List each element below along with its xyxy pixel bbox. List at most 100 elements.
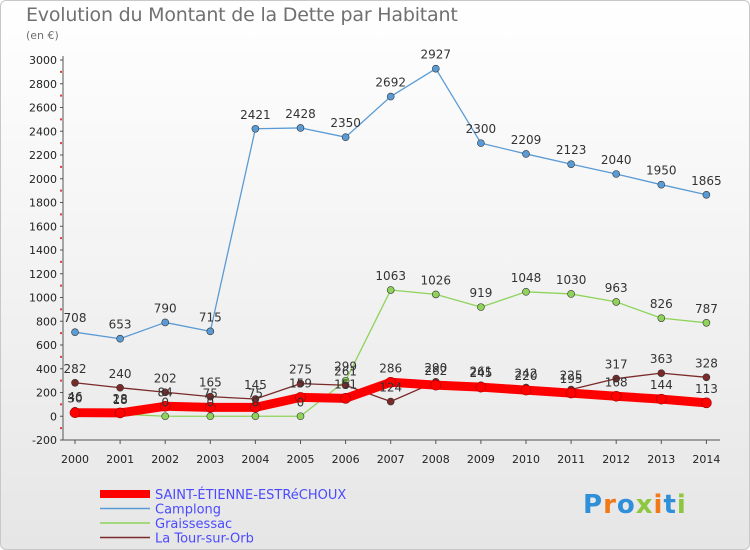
data-point [702, 373, 711, 382]
data-point [295, 392, 306, 403]
data-point [116, 334, 124, 343]
x-tick-label: 2001 [106, 453, 134, 466]
y-minor-tick [60, 70, 62, 73]
data-label: 317 [605, 358, 628, 372]
legend-label-1: Camplong [155, 503, 221, 518]
data-point [522, 287, 530, 296]
y-tick-label: 1600 [29, 220, 57, 233]
logo-letter: i [676, 490, 687, 520]
y-tick-label: 2400 [29, 125, 57, 138]
data-point [567, 160, 575, 168]
data-label: 202 [154, 371, 177, 385]
data-label: 1030 [556, 273, 587, 287]
data-label: 220 [515, 369, 538, 383]
logo-letter: x [635, 490, 654, 520]
data-point [475, 381, 487, 393]
data-point [296, 124, 305, 132]
series-line-1 [74, 68, 708, 340]
logo-letter: o [616, 490, 636, 520]
data-label: 826 [650, 297, 673, 311]
y-tick-label: 800 [36, 315, 57, 328]
data-point [657, 369, 666, 377]
data-label: 159 [289, 376, 312, 390]
data-label: 168 [605, 375, 628, 389]
data-label: 0 [206, 395, 214, 409]
data-point [612, 170, 621, 178]
unit-label: (en €) [26, 29, 59, 42]
data-label: 144 [650, 378, 673, 392]
data-point [610, 390, 622, 402]
y-minor-tick [60, 284, 62, 287]
data-point [296, 379, 305, 388]
y-minor-tick [60, 213, 62, 216]
data-point [341, 133, 350, 141]
y-tick-label: 1800 [29, 197, 57, 210]
y-minor-tick [60, 260, 62, 263]
data-point [71, 378, 79, 387]
logo-letter: P [583, 490, 604, 520]
x-tick-label: 2011 [557, 453, 585, 466]
y-tick-label: 400 [36, 363, 57, 376]
x-tick-label: 2009 [467, 453, 495, 466]
data-label: 1048 [511, 271, 542, 285]
data-label: 151 [334, 377, 357, 391]
data-point [159, 400, 171, 412]
y-tick-label: 2600 [29, 102, 57, 115]
legend-label-2: Graissessac [155, 517, 232, 532]
data-point [161, 388, 169, 397]
x-tick-label: 2013 [647, 453, 675, 466]
x-tick-label: 2010 [512, 453, 540, 466]
data-label: 195 [560, 372, 583, 386]
data-point [206, 327, 215, 336]
y-minor-tick [60, 165, 62, 168]
y-tick-label: 1000 [29, 292, 57, 305]
data-label: 787 [695, 302, 718, 316]
data-label: 363 [650, 352, 673, 366]
data-point [612, 298, 621, 306]
data-label: 0 [161, 395, 169, 409]
data-label: 240 [109, 367, 132, 381]
data-label: 2123 [556, 143, 587, 157]
data-label: 299 [334, 360, 357, 374]
x-tick-label: 2002 [151, 453, 179, 466]
data-label: 290 [424, 361, 447, 375]
proxiti-logo: Proxiti [583, 490, 687, 520]
y-minor-tick [60, 403, 62, 406]
data-point [386, 286, 395, 294]
x-tick-label: 2012 [602, 453, 630, 466]
data-point [386, 397, 395, 406]
data-point [520, 384, 532, 396]
data-label: 963 [605, 281, 628, 295]
y-minor-tick [60, 355, 62, 358]
data-label: 145 [244, 378, 267, 392]
y-tick-label: 3000 [29, 54, 57, 67]
data-label: 113 [695, 382, 718, 396]
data-point [386, 92, 395, 101]
y-tick-label: 2000 [29, 173, 57, 186]
data-label: 245 [469, 366, 492, 380]
data-label: 708 [64, 311, 87, 325]
data-point [657, 180, 666, 189]
x-tick-label: 2014 [692, 453, 720, 466]
y-minor-tick [60, 142, 62, 145]
data-point [477, 303, 485, 311]
data-label: 2428 [285, 107, 316, 121]
x-tick-label: 2005 [287, 453, 315, 466]
x-tick-label: 2007 [377, 453, 405, 466]
data-point [116, 383, 124, 392]
data-point [251, 412, 260, 421]
data-point [69, 407, 81, 418]
data-label: 262 [424, 364, 447, 378]
data-label: 790 [154, 301, 177, 315]
logo-letter: i [653, 490, 664, 520]
data-point [522, 150, 530, 158]
data-point [206, 412, 215, 421]
logo-letter: t [663, 490, 677, 520]
y-tick-label: 0 [50, 410, 57, 423]
x-tick-label: 2003 [196, 453, 224, 466]
y-minor-tick [60, 379, 62, 382]
data-label: 328 [695, 356, 718, 370]
data-point [385, 376, 397, 388]
